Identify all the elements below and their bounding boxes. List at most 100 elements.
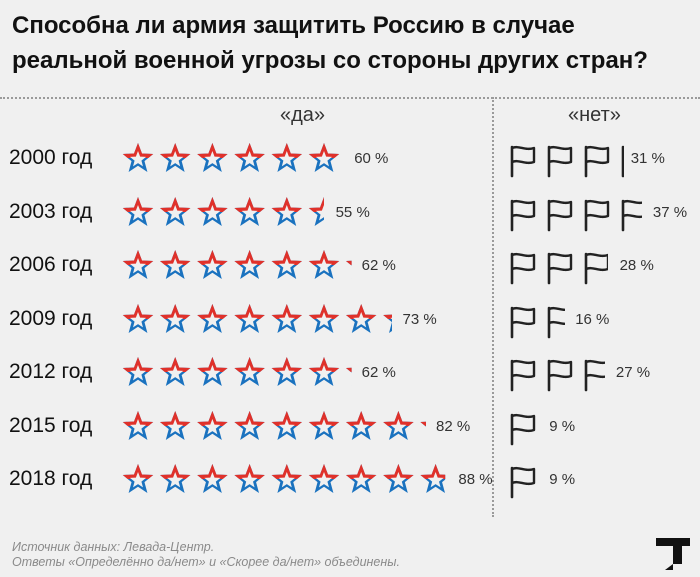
chart-row: 2006 год 62 % 28 % [0, 247, 700, 287]
flag-icon [510, 466, 536, 499]
flag-icon [584, 145, 610, 178]
category-label: 2012 год [9, 360, 93, 383]
star-icon [271, 357, 303, 386]
flag-icon [510, 359, 536, 392]
chart-row: 2003 год 55 % 37 % [0, 194, 700, 234]
chart-row: 2015 год 82 % 9 % [0, 408, 700, 448]
chart-row: 2009 год 73 % 16 % [0, 301, 700, 341]
star-icon [159, 303, 191, 333]
star-icon [159, 143, 191, 172]
flag-icon [510, 306, 536, 338]
star-icon [234, 464, 265, 493]
source-note: Источник данных: Левада-Центр. Ответы «О… [12, 540, 400, 570]
yes-value-label: 82 % [436, 417, 471, 435]
flag-icon [547, 359, 573, 392]
flag-icon [584, 199, 610, 231]
star-icon [234, 303, 265, 333]
star-icon [308, 357, 340, 386]
yes-bar [122, 410, 427, 440]
chart-row: 2018 год 88 % 9 % [0, 461, 700, 501]
star-icon [383, 410, 414, 440]
no-value-label: 16 % [575, 310, 610, 328]
flag-icon [510, 145, 536, 178]
star-icon [197, 143, 228, 172]
star-icon [345, 367, 352, 373]
star-icon [308, 143, 340, 172]
star-icon [308, 464, 340, 493]
category-label: 2018 год [9, 467, 93, 490]
star-icon [308, 303, 340, 333]
no-bar [510, 252, 608, 285]
flag-icon [621, 199, 642, 231]
star-icon [308, 250, 340, 279]
star-icon [383, 314, 392, 333]
yes-value-label: 55 % [335, 203, 370, 221]
star-icon [197, 357, 228, 386]
category-label: 2006 год [9, 253, 93, 276]
yes-value-label: 62 % [361, 257, 396, 274]
star-icon [122, 250, 154, 279]
flag-icon [547, 145, 573, 178]
star-icon [159, 464, 191, 493]
star-icon [420, 464, 446, 493]
star-icon [122, 143, 154, 172]
yes-bar [122, 357, 352, 386]
publisher-logo [656, 530, 690, 575]
yes-bar [122, 303, 392, 333]
no-bar [510, 306, 565, 338]
star-icon [345, 410, 377, 440]
star-icon [234, 143, 265, 172]
star-icon [159, 250, 191, 279]
star-icon [122, 196, 154, 226]
star-icon [345, 260, 352, 266]
star-icon [197, 464, 228, 493]
logo-icon [656, 538, 690, 570]
star-icon [197, 410, 228, 440]
yes-value-label: 60 % [354, 150, 389, 167]
star-icon [197, 250, 228, 279]
category-label: 2003 год [9, 199, 93, 223]
yes-bar [122, 196, 324, 226]
no-bar [510, 466, 536, 499]
star-icon [345, 464, 377, 493]
column-header-yes: «да» [280, 104, 326, 126]
no-value-label: 27 % [615, 364, 651, 381]
flag-icon [510, 199, 536, 231]
star-icon [271, 464, 303, 493]
star-icon [197, 303, 228, 333]
column-header-no: «нет» [568, 104, 621, 126]
star-icon [122, 464, 154, 493]
yes-value-label: 73 % [402, 310, 437, 328]
chart-title: Способна ли армия защитить Россию в случ… [12, 12, 648, 74]
star-icon [159, 410, 191, 440]
no-bar [510, 359, 605, 392]
yes-value-label: 62 % [361, 364, 396, 381]
flag-icon [584, 252, 608, 285]
star-icon [271, 303, 303, 333]
flag-icon [510, 252, 536, 285]
star-icon [197, 196, 228, 226]
flag-icon [547, 252, 573, 285]
category-label: 2015 год [9, 413, 93, 437]
star-icon [159, 357, 191, 386]
star-icon [159, 196, 191, 226]
star-icon [271, 250, 303, 279]
flag-icon [510, 413, 536, 445]
source-line: Источник данных: Левада-Центр. [12, 540, 215, 554]
star-icon [271, 196, 303, 226]
star-icon [234, 410, 265, 440]
star-icon [271, 410, 303, 440]
yes-bar [122, 250, 352, 279]
note-line: Ответы «Определённо да/нет» и «Скорее да… [12, 555, 400, 569]
category-label: 2000 год [9, 146, 93, 169]
column-divider [492, 97, 494, 517]
flag-icon [547, 199, 573, 231]
star-icon [383, 464, 414, 493]
flag-icon [547, 306, 565, 338]
category-label: 2009 год [9, 306, 93, 330]
star-icon [122, 357, 154, 386]
star-icon [122, 410, 154, 440]
chart-row: 2012 год 62 % 27 % [0, 354, 700, 394]
star-icon [308, 410, 340, 440]
star-icon [420, 421, 427, 427]
